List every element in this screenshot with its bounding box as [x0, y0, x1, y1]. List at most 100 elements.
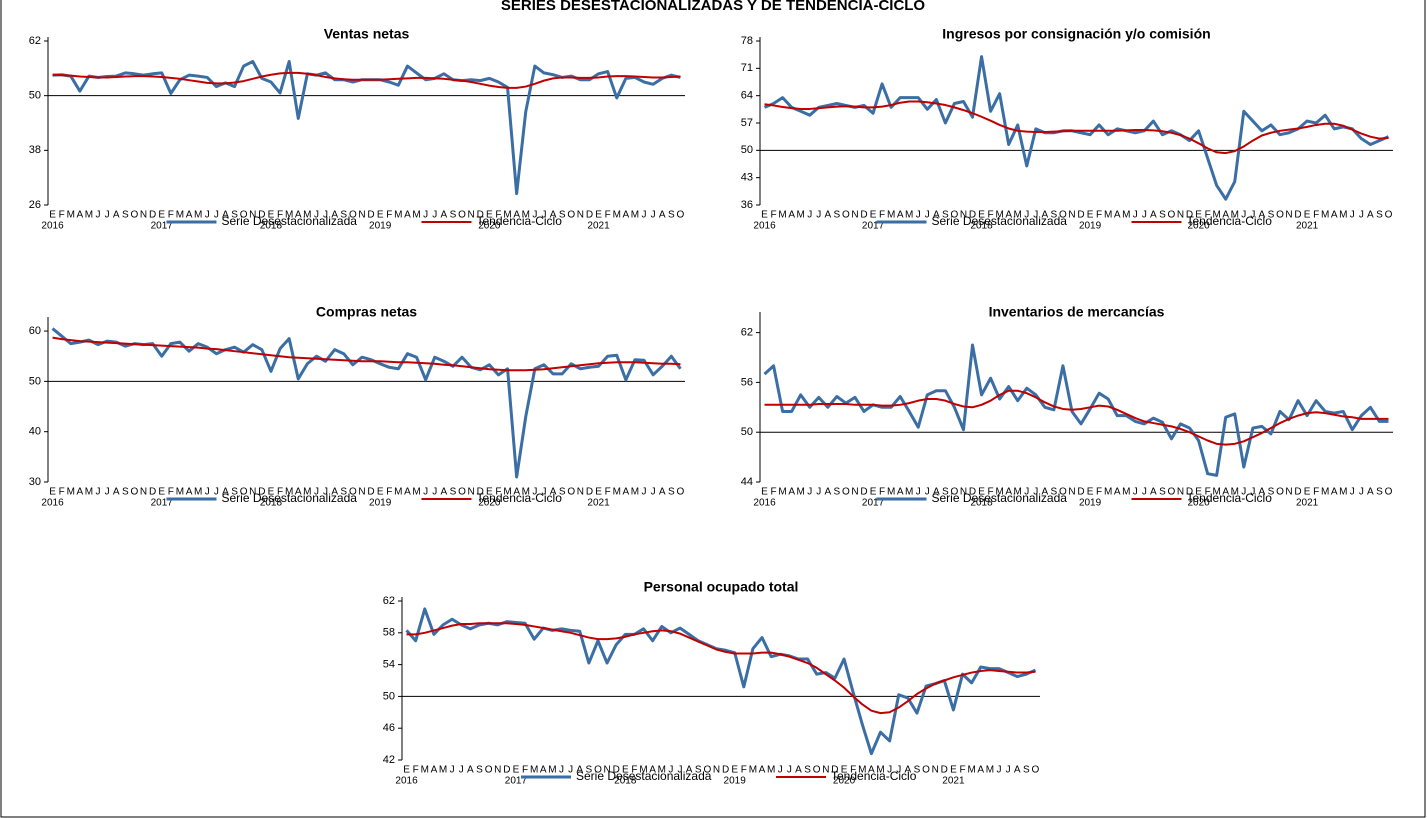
x-tick-label: O [1032, 765, 1040, 776]
y-tick-label: 40 [29, 426, 41, 438]
y-tick-label: 78 [741, 35, 753, 47]
x-tick-label: E [761, 210, 768, 221]
x-tick-label: D [831, 765, 838, 776]
x-tick-label: M [303, 487, 311, 498]
x-tick-label: M [394, 210, 402, 221]
x-tick-label: E [49, 487, 56, 498]
y-tick-label: 30 [29, 476, 41, 488]
x-tick-label: J [96, 210, 101, 221]
x-tick-label: M [1014, 210, 1022, 221]
legend-label: Tendencia-Ciclo [477, 214, 563, 228]
x-tick-label: J [787, 765, 792, 776]
x-tick-label: A [331, 487, 338, 498]
x-tick-label: O [677, 210, 685, 221]
x-tick-label: M [85, 210, 93, 221]
x-tick-label: D [969, 487, 976, 498]
x-tick-label: M [412, 210, 420, 221]
x-tick-label: A [905, 765, 912, 776]
x-tick-label: J [423, 487, 428, 498]
y-tick-label: 62 [383, 595, 395, 607]
year-label: 2017 [862, 221, 885, 232]
x-tick-label: D [367, 210, 374, 221]
x-tick-label: J [205, 487, 210, 498]
x-tick-label: F [168, 487, 174, 498]
series-line [52, 336, 681, 372]
x-tick-label: O [842, 210, 850, 221]
x-tick-label: J [432, 487, 437, 498]
x-tick-label: A [295, 487, 302, 498]
x-tick-label: O [951, 210, 959, 221]
x-tick-label: E [268, 210, 275, 221]
y-tick-label: 62 [29, 35, 41, 47]
x-tick-label: S [1159, 487, 1166, 498]
x-tick-label: A [1222, 210, 1229, 221]
x-tick-label: J [1006, 765, 1011, 776]
x-tick-label: F [522, 765, 528, 776]
x-tick-label: J [1142, 487, 1147, 498]
year-label: 2019 [369, 221, 392, 232]
legend-label: Tendencia-Ciclo [477, 491, 563, 505]
x-tick-label: E [158, 487, 165, 498]
x-tick-label: F [1205, 487, 1211, 498]
x-tick-label: S [1268, 210, 1275, 221]
x-tick-label: A [404, 487, 411, 498]
x-tick-label: A [933, 487, 940, 498]
x-tick-label: J [916, 487, 921, 498]
year-label: 2021 [1296, 498, 1319, 509]
x-tick-label: F [771, 487, 777, 498]
x-tick-label: O [458, 487, 466, 498]
x-tick-label: F [1096, 210, 1102, 221]
x-tick-label: M [778, 487, 786, 498]
x-tick-label: S [1376, 210, 1383, 221]
x-tick-label: O [349, 487, 357, 498]
year-label: 2020 [1187, 498, 1210, 509]
series-line [763, 343, 1389, 477]
series-line [764, 100, 1389, 155]
series-line [51, 327, 682, 479]
x-tick-label: A [1222, 487, 1229, 498]
y-tick-label: 50 [29, 375, 41, 387]
x-tick-label: J [642, 210, 647, 221]
x-tick-label: F [605, 487, 611, 498]
year-label: 2016 [41, 221, 64, 232]
x-tick-label: J [1241, 487, 1246, 498]
year-label: 2018 [260, 221, 283, 232]
x-tick-label: M [613, 487, 621, 498]
y-tick-label: 54 [383, 659, 395, 671]
x-tick-label: N [1285, 210, 1292, 221]
x-tick-label: M [522, 487, 530, 498]
y-tick-label: 50 [741, 144, 753, 156]
y-tick-label: 64 [741, 90, 753, 102]
x-tick-label: O [1168, 210, 1176, 221]
x-tick-label: O [567, 487, 575, 498]
x-tick-label: N [249, 210, 256, 221]
x-tick-label: E [158, 210, 165, 221]
x-tick-label: S [231, 487, 238, 498]
x-tick-label: S [122, 210, 129, 221]
x-tick-label: A [1042, 210, 1049, 221]
x-tick-label: A [686, 765, 693, 776]
x-tick-label: M [797, 487, 805, 498]
x-tick-label: A [649, 765, 656, 776]
x-tick-label: M [887, 487, 895, 498]
year-label: 2020 [478, 498, 501, 509]
x-tick-label: J [214, 487, 219, 498]
x-tick-label: D [941, 765, 948, 776]
x-tick-label: J [541, 210, 546, 221]
x-tick-label: E [978, 487, 985, 498]
x-tick-label: F [277, 210, 283, 221]
x-tick-label: F [879, 487, 885, 498]
x-tick-label: D [1294, 487, 1301, 498]
x-tick-label: F [879, 210, 885, 221]
x-tick-label: F [959, 765, 965, 776]
x-tick-label: O [131, 210, 139, 221]
year-label: 2017 [151, 221, 174, 232]
x-tick-label: M [887, 210, 895, 221]
x-tick-label: D [1077, 487, 1084, 498]
x-tick-label: F [1313, 487, 1319, 498]
x-tick-label: J [314, 487, 319, 498]
x-tick-label: O [1276, 487, 1284, 498]
x-tick-label: A [1331, 487, 1338, 498]
x-tick-label: E [870, 487, 877, 498]
x-tick-label: M [858, 765, 866, 776]
